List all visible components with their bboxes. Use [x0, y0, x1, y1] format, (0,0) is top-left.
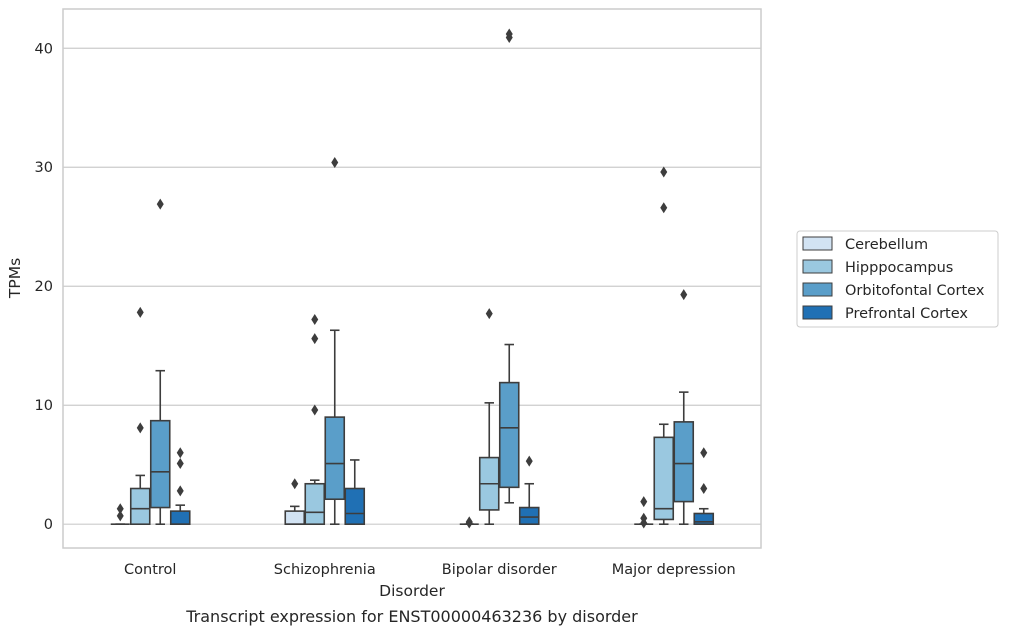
y-tick-label: 10 — [35, 398, 53, 414]
box — [498, 381, 520, 489]
plot-frame — [62, 8, 762, 549]
legend-label: Cerebellum — [845, 237, 928, 253]
legend-swatch — [802, 259, 833, 274]
box-prefrontal-cortex — [169, 447, 191, 526]
box — [284, 510, 306, 526]
x-tick-label: Schizophrenia — [274, 562, 376, 578]
box-prefrontal-cortex — [693, 447, 715, 526]
outlier-point — [660, 202, 668, 214]
legend-label: Orbitofontal Cortex — [845, 283, 985, 299]
y-axis-ticks: 0 10 20 30 40 — [35, 41, 53, 533]
box-hipppocampus — [129, 306, 151, 526]
chart-caption: Transcript expression for ENST0000046323… — [185, 607, 638, 626]
box — [169, 510, 191, 526]
outlier-point — [116, 510, 124, 522]
legend-frame — [796, 230, 999, 328]
outlier-point — [660, 166, 668, 178]
box-orbitofontal-cortex — [673, 289, 695, 526]
outlier-point — [311, 314, 319, 326]
outlier-point — [136, 422, 144, 434]
outlier-point — [465, 516, 473, 528]
box — [673, 421, 695, 503]
x-tick-label: Control — [124, 562, 176, 578]
outlier-point — [700, 483, 708, 495]
outlier-point — [640, 496, 648, 508]
legend-item: Prefrontal Cortex — [802, 305, 968, 322]
outlier-point — [291, 478, 299, 490]
box — [149, 419, 171, 509]
legend-item: Orbitofontal Cortex — [802, 282, 985, 299]
category-group — [284, 156, 366, 526]
legend-label: Prefrontal Cortex — [845, 306, 968, 322]
outlier-point — [700, 447, 708, 459]
outlier-point — [640, 512, 648, 524]
box — [518, 506, 540, 526]
outlier-point — [116, 503, 124, 515]
legend-item: Cerebellum — [802, 236, 928, 253]
box-hipppocampus — [304, 314, 326, 526]
x-axis-ticks: Control Schizophrenia Bipolar disorder Majo… — [124, 562, 736, 578]
y-axis-label: TPMs — [6, 258, 24, 299]
outlier-point — [136, 306, 144, 318]
legend-swatch — [802, 282, 833, 297]
box-prefrontal-cortex — [344, 459, 366, 526]
outlier-point — [525, 455, 533, 467]
box-cerebellum — [110, 503, 130, 526]
x-axis-label: Disorder — [379, 582, 445, 600]
legend-label: Hipppocampus — [845, 260, 953, 276]
box-prefrontal-cortex — [518, 455, 540, 526]
box-hipppocampus — [478, 308, 500, 526]
outlier-point — [176, 447, 184, 459]
outlier-point — [176, 458, 184, 470]
outlier-point — [680, 289, 688, 301]
outlier-point — [331, 156, 339, 168]
y-tick-label: 40 — [35, 41, 53, 57]
box — [693, 512, 715, 526]
outlier-point — [156, 198, 164, 210]
x-tick-label: Bipolar disorder — [442, 562, 557, 578]
category-group — [459, 28, 540, 529]
y-tick-label: 20 — [35, 279, 53, 295]
legend: Cerebellum Hipppocampus Orbitofontal Corte… — [796, 230, 999, 328]
outlier-point — [311, 333, 319, 345]
box-orbitofontal-cortex — [149, 198, 171, 526]
legend-swatch — [802, 236, 833, 251]
box-orbitofontal-cortex — [324, 156, 346, 526]
box-cerebellum — [459, 516, 479, 529]
legend-swatch — [802, 305, 833, 320]
box-cerebellum — [634, 496, 654, 529]
box-hipppocampus — [653, 166, 675, 526]
box — [344, 487, 366, 526]
outlier-point — [176, 485, 184, 497]
box-groups — [110, 28, 715, 529]
box — [129, 487, 151, 526]
box — [324, 416, 346, 501]
category-group — [110, 198, 191, 526]
x-tick-label: Major depression — [612, 562, 736, 578]
box-orbitofontal-cortex — [498, 28, 520, 504]
outlier-point — [485, 308, 493, 320]
box-cerebellum — [284, 478, 306, 526]
outlier-point — [505, 28, 513, 40]
outlier-point — [311, 404, 319, 416]
box — [304, 482, 326, 526]
category-group — [634, 166, 715, 529]
y-tick-label: 30 — [35, 160, 53, 176]
box — [653, 436, 675, 521]
y-tick-label: 0 — [44, 517, 53, 533]
legend-item: Hipppocampus — [802, 259, 953, 276]
